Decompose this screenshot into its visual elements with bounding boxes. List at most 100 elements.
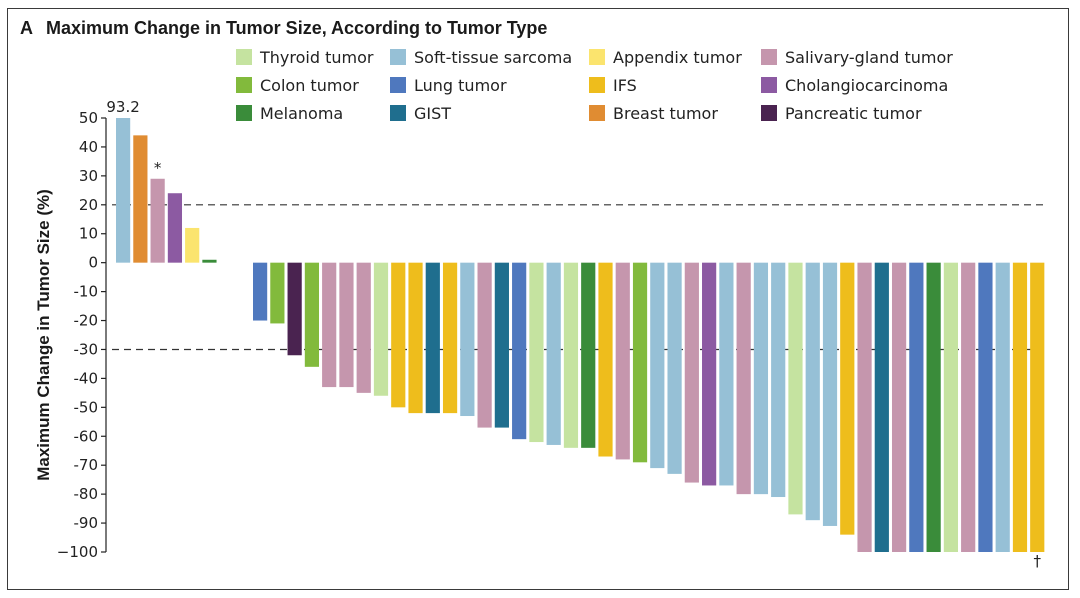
bar-salivary-gland-tumor	[356, 262, 371, 393]
bar-soft-tissue-sarcoma	[771, 262, 786, 498]
y-tick-label: 50	[79, 109, 98, 127]
bar-soft-tissue-sarcoma	[546, 262, 561, 445]
y-tick-label: 10	[79, 225, 98, 243]
y-axis: 50 40 30 20 10 0 -10 -20 -30 -40 -50 -60 -70 -80 -90 −1…	[57, 109, 107, 561]
bar-ifs	[391, 262, 406, 408]
bar-pancreatic-tumor	[287, 262, 302, 356]
y-tick-label: 40	[79, 138, 98, 156]
legend-swatch-lung-tumor	[390, 77, 406, 93]
bar-salivary-gland-tumor	[322, 262, 337, 388]
bar-salivary-gland-tumor	[150, 178, 165, 263]
bar-thyroid-tumor	[373, 262, 389, 396]
y-tick-label: 20	[79, 196, 98, 214]
bar-gist	[425, 262, 440, 414]
bar-soft-tissue-sarcoma	[805, 262, 820, 521]
panel-letter: A	[20, 18, 33, 38]
y-tick-label: -50	[74, 398, 99, 416]
legend-swatch-gist	[390, 105, 406, 121]
legend-swatch-appendix-tumor	[589, 49, 605, 65]
y-tick-label: -40	[74, 369, 99, 387]
bar-cholangiocarcinoma	[167, 193, 183, 263]
bar-lung-tumor	[978, 262, 993, 552]
legend-label-cholangiocarcinoma: Cholangiocarcinoma	[785, 76, 948, 95]
y-tick-label: -20	[74, 312, 99, 330]
legend-swatch-melanoma	[236, 105, 252, 121]
legend-swatch-colon-tumor	[236, 77, 252, 93]
bar-thyroid-tumor	[529, 262, 544, 443]
bar-annotations: 93.2 * †	[106, 98, 1041, 570]
legend-swatch-ifs	[589, 77, 605, 93]
bar-annotation: †	[1034, 552, 1042, 570]
legend-label-breast-tumor: Breast tumor	[613, 104, 718, 123]
bar-soft-tissue-sarcoma	[650, 262, 665, 469]
legend-label-pancreatic-tumor: Pancreatic tumor	[785, 104, 922, 123]
legend-label-ifs: IFS	[613, 76, 637, 95]
bar-salivary-gland-tumor	[477, 262, 492, 428]
legend-label-appendix-tumor: Appendix tumor	[613, 48, 742, 67]
legend-label-gist: GIST	[414, 104, 451, 123]
bar-salivary-gland-tumor	[684, 262, 699, 483]
y-tick-label: 0	[88, 254, 98, 272]
bar-lung-tumor	[253, 262, 268, 321]
bar-annotation: *	[154, 159, 162, 177]
bar-thyroid-tumor	[943, 262, 958, 552]
legend-swatch-salivary-gland-tumor	[761, 49, 777, 65]
legend-swatch-pancreatic-tumor	[761, 105, 777, 121]
legend-swatch-thyroid-tumor	[236, 49, 252, 65]
bar-soft-tissue-sarcoma	[667, 262, 682, 474]
y-axis-label: Maximum Change in Tumor Size (%)	[34, 189, 53, 481]
y-tick-label: -10	[74, 283, 99, 301]
bar-ifs	[1030, 262, 1045, 552]
bar-colon-tumor	[632, 262, 648, 463]
bar-salivary-gland-tumor	[857, 262, 872, 552]
bars-group	[116, 118, 1045, 552]
bar-soft-tissue-sarcoma	[719, 262, 734, 486]
bar-salivary-gland-tumor	[891, 262, 907, 552]
chart-frame	[7, 8, 1069, 590]
legend-label-melanoma: Melanoma	[260, 104, 343, 123]
legend: Thyroid tumor Soft-tissue sarcoma Appendix…	[236, 48, 953, 123]
bar-colon-tumor	[304, 262, 320, 367]
bar-colon-tumor	[270, 262, 285, 324]
bar-cholangiocarcinoma	[702, 262, 717, 486]
legend-swatch-breast-tumor	[589, 105, 605, 121]
legend-label-lung-tumor: Lung tumor	[414, 76, 507, 95]
bar-annotation: 93.2	[106, 98, 139, 116]
bar-salivary-gland-tumor	[961, 262, 976, 552]
bar-melanoma	[202, 259, 217, 263]
bar-soft-tissue-sarcoma	[822, 262, 838, 526]
y-tick-label: -60	[74, 427, 99, 445]
bar-ifs	[1012, 262, 1028, 552]
bar-salivary-gland-tumor	[736, 262, 751, 495]
legend-swatch-cholangiocarcinoma	[761, 77, 777, 93]
y-tick-label: 30	[79, 167, 98, 185]
bar-thyroid-tumor	[788, 262, 803, 515]
y-tick-label: -80	[74, 485, 99, 503]
bar-soft-tissue-sarcoma	[753, 262, 769, 495]
y-tick-label: -70	[74, 456, 99, 474]
y-tick-label: −100	[57, 543, 98, 561]
bar-appendix-tumor	[185, 227, 200, 263]
bar-lung-tumor	[909, 262, 924, 552]
legend-label-colon-tumor: Colon tumor	[260, 76, 359, 95]
legend-label-soft-tissue-sarcoma: Soft-tissue sarcoma	[414, 48, 572, 67]
chart-title: Maximum Change in Tumor Size, According …	[46, 18, 547, 38]
bar-melanoma	[581, 262, 596, 448]
bar-ifs	[442, 262, 458, 414]
legend-swatch-soft-tissue-sarcoma	[390, 49, 406, 65]
bar-salivary-gland-tumor	[615, 262, 630, 460]
y-tick-label: -30	[74, 340, 99, 358]
bar-ifs	[408, 262, 423, 414]
legend-label-thyroid-tumor: Thyroid tumor	[259, 48, 374, 67]
bar-gist	[874, 262, 889, 552]
bar-gist	[494, 262, 509, 428]
bar-salivary-gland-tumor	[339, 262, 354, 388]
bar-melanoma	[926, 262, 941, 552]
legend-label-salivary-gland-tumor: Salivary-gland tumor	[785, 48, 953, 67]
bar-ifs	[840, 262, 855, 535]
bar-thyroid-tumor	[563, 262, 579, 448]
bar-lung-tumor	[512, 262, 527, 440]
bar-breast-tumor	[133, 135, 148, 263]
bar-soft-tissue-sarcoma	[460, 262, 475, 417]
